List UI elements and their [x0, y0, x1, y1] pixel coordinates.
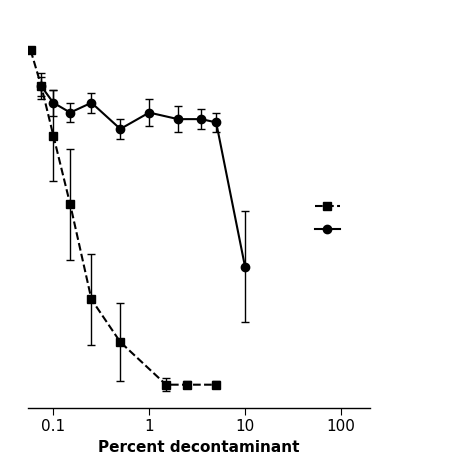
Legend: , : , [315, 201, 343, 237]
X-axis label: Percent decontaminant: Percent decontaminant [98, 440, 300, 455]
